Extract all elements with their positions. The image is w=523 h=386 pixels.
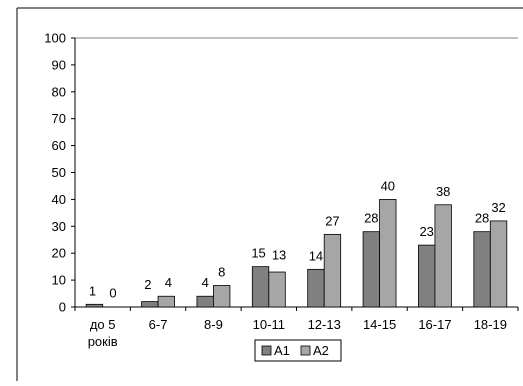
x-tick-label: 6-7 bbox=[149, 317, 168, 332]
data-label-a2: 27 bbox=[325, 213, 339, 228]
data-label-a1: 15 bbox=[251, 246, 265, 261]
legend-label-a1: A1 bbox=[274, 343, 290, 358]
data-label-a2: 4 bbox=[165, 275, 172, 290]
y-tick-label: 20 bbox=[52, 246, 66, 261]
x-tick-label: 14-15 bbox=[363, 317, 396, 332]
data-label-a1: 28 bbox=[364, 211, 378, 226]
bar-a2 bbox=[434, 204, 452, 308]
legend: A1 A2 bbox=[254, 339, 342, 362]
bar-a1 bbox=[196, 295, 214, 308]
bar-a2 bbox=[489, 220, 508, 308]
bar-a2 bbox=[323, 233, 342, 308]
data-label-a2: 8 bbox=[218, 264, 225, 279]
chart-border bbox=[16, 7, 523, 381]
y-tick-label: 40 bbox=[52, 192, 66, 207]
bar-a1 bbox=[141, 301, 159, 308]
bar-a2 bbox=[157, 295, 175, 308]
x-tick-label: до 5 bbox=[90, 317, 116, 332]
data-label-a2: 13 bbox=[272, 248, 286, 263]
legend-swatch-a1 bbox=[261, 345, 272, 356]
y-tick-label: 80 bbox=[52, 84, 66, 99]
y-tick-label: 70 bbox=[52, 111, 66, 126]
data-label-a1: 2 bbox=[144, 277, 151, 292]
legend-label-a2: A2 bbox=[313, 343, 329, 358]
bar-a1 bbox=[251, 266, 270, 308]
data-label-a1: 28 bbox=[475, 211, 489, 226]
bar-a1 bbox=[307, 268, 325, 308]
x-axis: до 5 років 6-7 8-9 10-11 12-13 14-15 16-17 18-19 bbox=[74, 306, 519, 349]
bar-a1 bbox=[418, 244, 436, 308]
x-tick-label: 12-13 bbox=[308, 317, 341, 332]
data-label-a1: 1 bbox=[89, 283, 96, 298]
data-label-a2: 32 bbox=[491, 200, 505, 215]
legend-swatch-a2 bbox=[300, 345, 311, 356]
y-tick-label: 0 bbox=[59, 300, 66, 315]
bar-a1 bbox=[473, 231, 491, 308]
x-tick-label: 16-17 bbox=[418, 317, 451, 332]
y-axis: 0 10 20 30 40 50 60 70 80 90 100 bbox=[44, 31, 76, 315]
data-label-a2: 0 bbox=[109, 285, 116, 300]
x-tick-label: років bbox=[88, 334, 118, 349]
x-tick-label: 18-19 bbox=[474, 317, 507, 332]
data-label-a2: 38 bbox=[436, 184, 450, 199]
bar-a1 bbox=[85, 303, 104, 308]
y-tick-label: 10 bbox=[52, 273, 66, 288]
y-tick-label: 30 bbox=[52, 219, 66, 234]
bar-a2 bbox=[379, 198, 397, 308]
data-label-a1: 23 bbox=[419, 224, 433, 239]
x-tick-label: 8-9 bbox=[204, 317, 223, 332]
bar-a1 bbox=[362, 231, 380, 308]
y-tick-label: 50 bbox=[52, 165, 66, 180]
y-tick-label: 100 bbox=[44, 31, 66, 46]
bar-a2 bbox=[268, 271, 286, 308]
legend-box bbox=[254, 339, 342, 362]
y-tick-label: 60 bbox=[52, 138, 66, 153]
y-tick-label: 90 bbox=[52, 57, 66, 72]
data-label-a1: 4 bbox=[202, 275, 209, 290]
bars bbox=[85, 198, 508, 308]
bar-a2 bbox=[213, 285, 231, 308]
data-label-a2: 40 bbox=[381, 178, 395, 193]
data-label-a1: 14 bbox=[309, 248, 323, 263]
x-tick-label: 10-11 bbox=[253, 317, 285, 332]
